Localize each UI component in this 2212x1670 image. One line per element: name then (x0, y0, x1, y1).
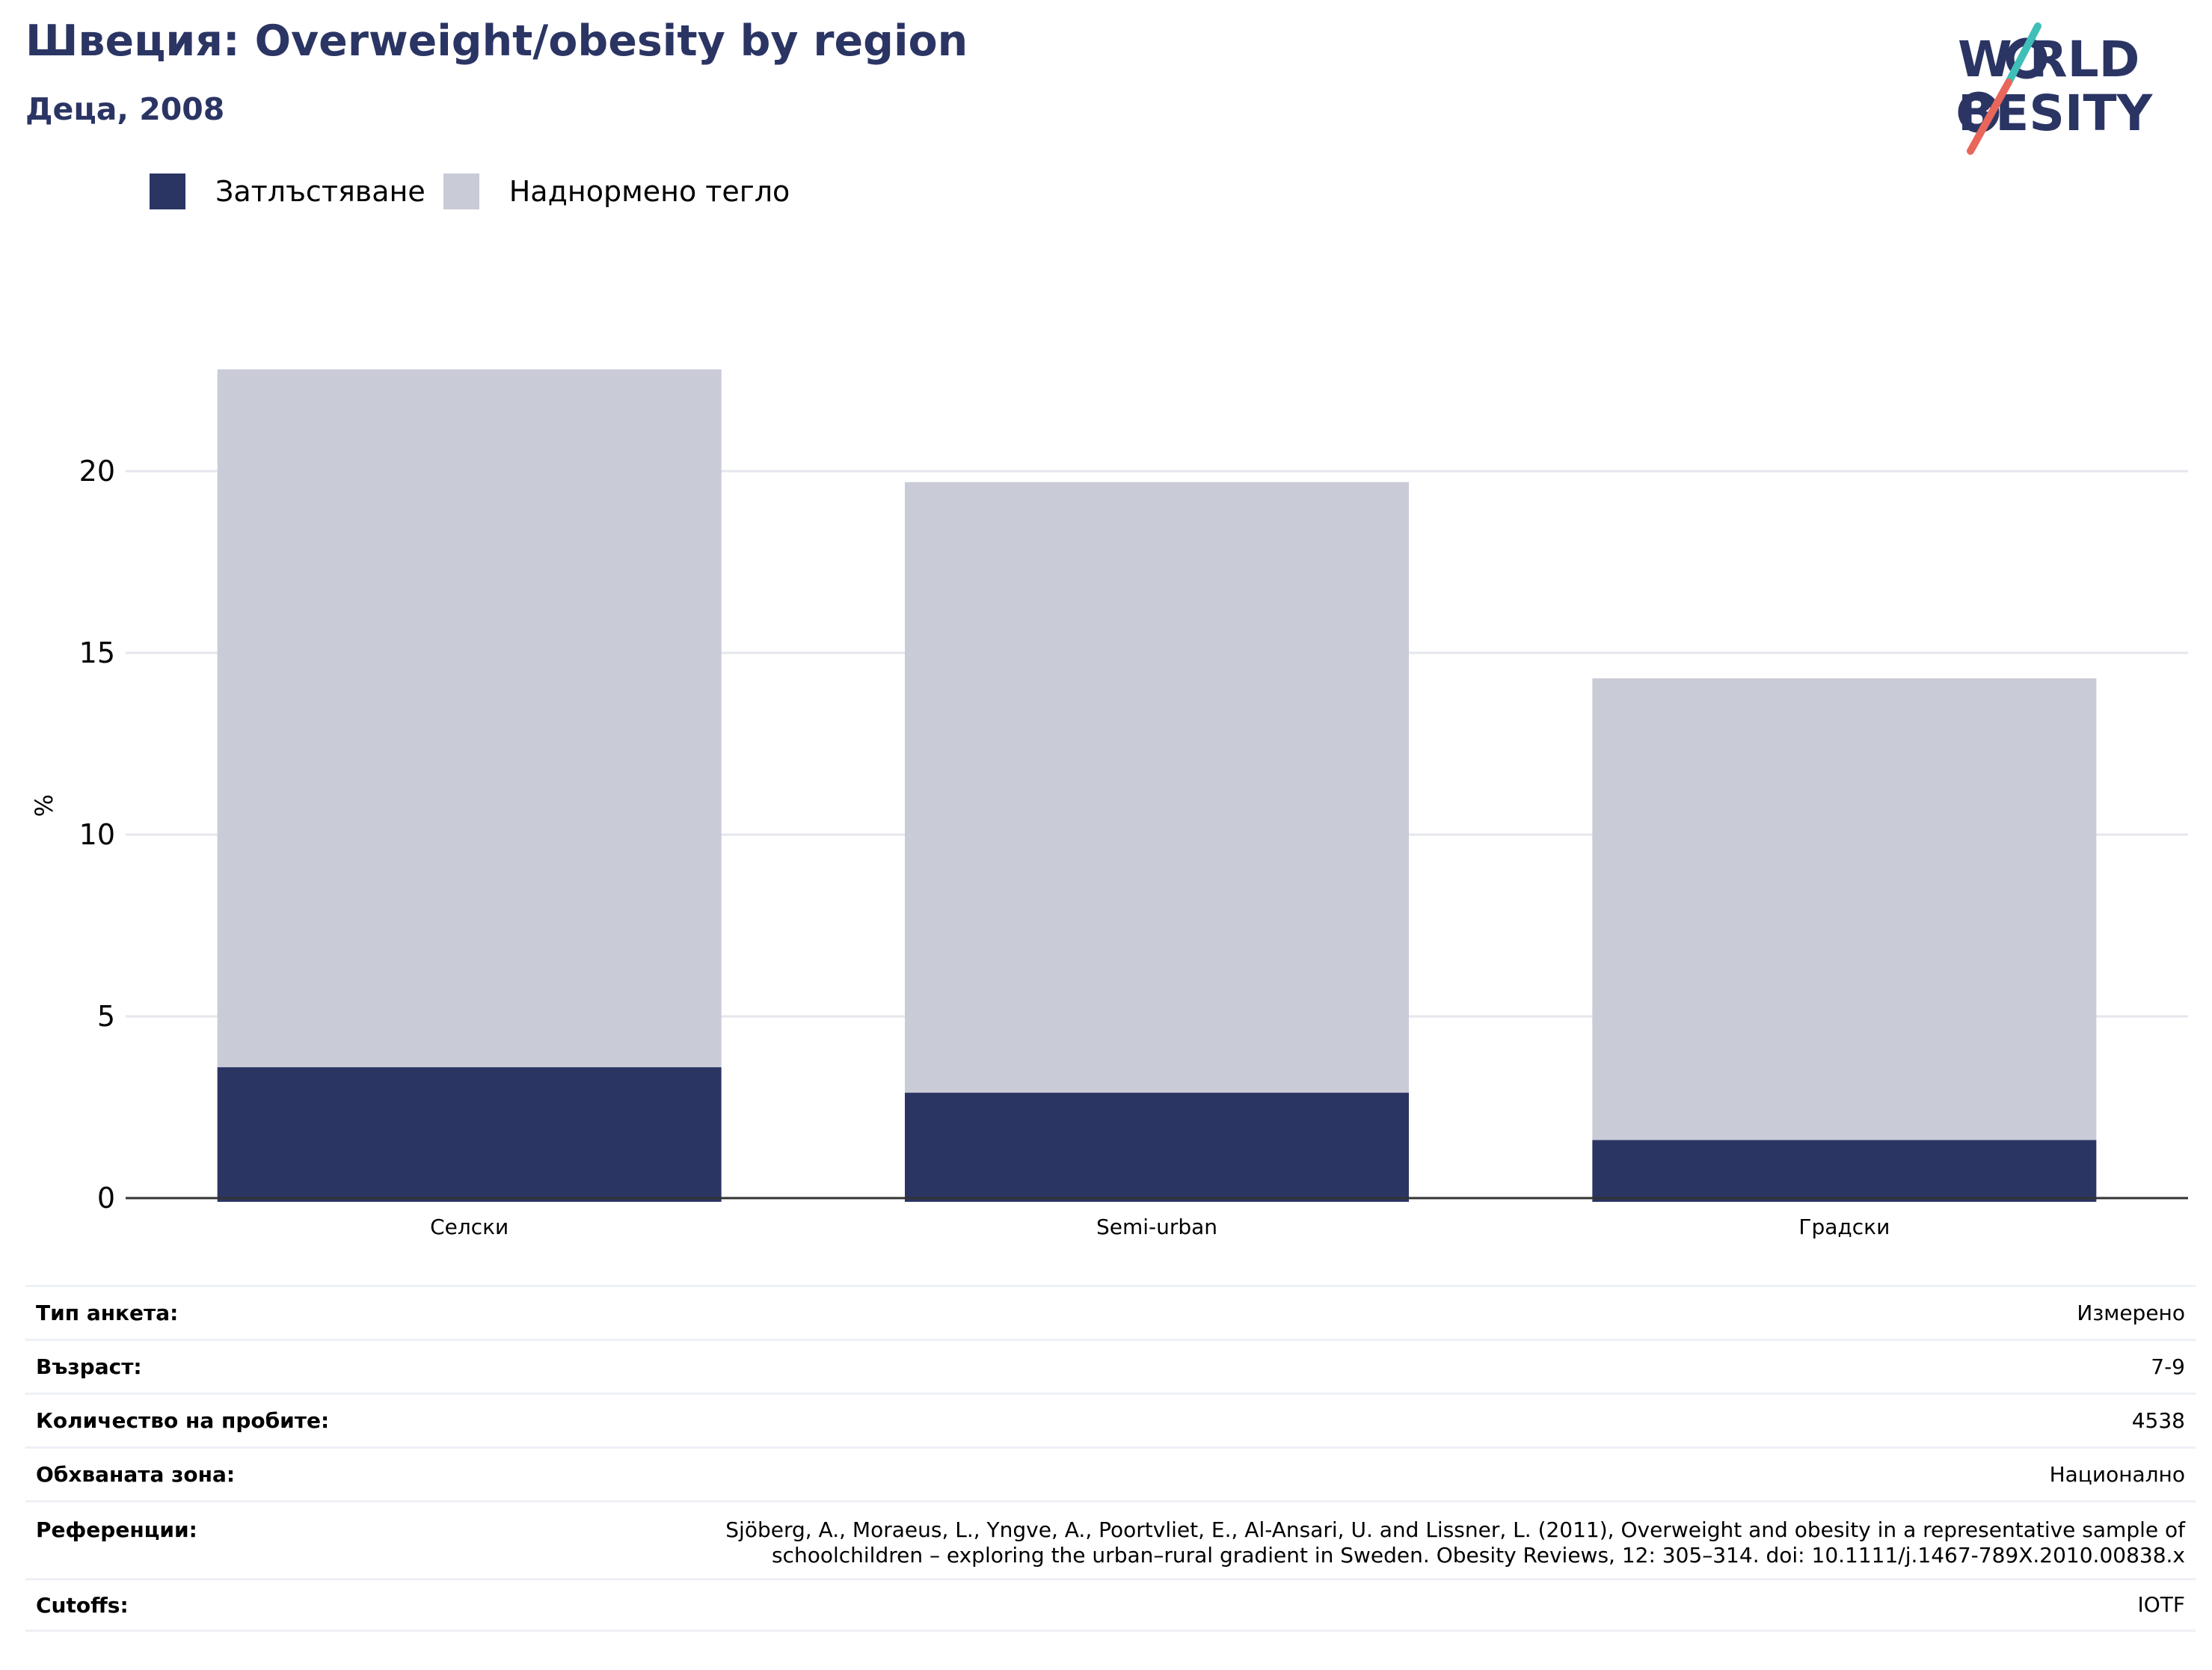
y-axis-label: % (30, 794, 58, 817)
legend-swatch-obesity (150, 174, 185, 209)
bar-obesity (905, 1093, 1409, 1202)
info-row-area-covered: Обхваната зона: Национално (25, 1446, 2196, 1500)
info-row-age: Възраст: 7-9 (25, 1339, 2196, 1393)
y-tick-label: 0 (97, 1182, 115, 1215)
info-value[interactable]: Sjöberg, A., Moraeus, L., Yngve, A., Poo… (725, 1517, 2185, 1568)
legend-item-overweight[interactable]: Наднормено тегло (443, 174, 790, 209)
survey-info-table: Тип анкета: Измерено Възраст: 7-9 Количе… (25, 1285, 2196, 1632)
legend-label-overweight: Наднормено тегло (509, 175, 790, 208)
info-value: 7-9 (2151, 1354, 2185, 1379)
info-row-references: Референции: Sjöberg, A., Moraeus, L., Yn… (25, 1500, 2196, 1578)
info-label: Количество на пробите: (36, 1408, 330, 1433)
bar-obesity (217, 1067, 722, 1202)
bar-obesity (1592, 1140, 2097, 1202)
info-label: Тип анкета: (36, 1301, 179, 1325)
info-label: Референции: (36, 1517, 197, 1542)
bar-overweight (217, 369, 722, 1068)
x-tick-label: Semi-urban (1096, 1215, 1217, 1239)
info-row-cutoffs: Cutoffs: IOTF (25, 1578, 2196, 1632)
bar-overweight (1592, 678, 2097, 1141)
y-tick-label: 5 (97, 1000, 115, 1033)
bar-chart: 0 5 10 15 20% Селски Semi-urban Градски (30, 369, 2188, 1239)
info-row-survey-type: Тип анкета: Измерено (25, 1285, 2196, 1339)
legend-swatch-overweight (443, 174, 479, 209)
info-label: Cutoffs: (36, 1592, 129, 1618)
legend-item-obesity[interactable]: Затлъстяване (150, 174, 425, 209)
y-tick-label: 20 (79, 455, 115, 488)
info-value: Национално (2049, 1461, 2185, 1487)
world-obesity-logo: W RLD BESITY (1958, 22, 2154, 155)
legend-label-obesity: Затлъстяване (215, 175, 425, 208)
chart-title: Швеция: Overweight/obesity by region (25, 16, 968, 66)
info-value: IOTF (2137, 1592, 2185, 1617)
chart-subtitle: Деца, 2008 (25, 91, 225, 127)
y-tick-label: 15 (79, 636, 115, 669)
chart-legend: Затлъстяване Наднормено тегло (150, 171, 808, 212)
info-label: Възраст: (36, 1354, 142, 1379)
info-row-sample-size: Количество на пробите: 4538 (25, 1393, 2196, 1446)
logo-coral-slash (1967, 79, 2012, 155)
logo-line-1: W RLD (1958, 31, 2139, 88)
y-tick-label: 10 (79, 818, 115, 851)
info-value: Измерено (2077, 1300, 2185, 1325)
bar-overweight (905, 482, 1409, 1093)
x-tick-label: Селски (430, 1215, 509, 1239)
x-tick-label: Градски (1798, 1215, 1890, 1239)
logo-teal-slash (2005, 22, 2042, 86)
info-value: 4538 (2131, 1407, 2185, 1433)
info-label: Обхваната зона: (36, 1462, 236, 1487)
